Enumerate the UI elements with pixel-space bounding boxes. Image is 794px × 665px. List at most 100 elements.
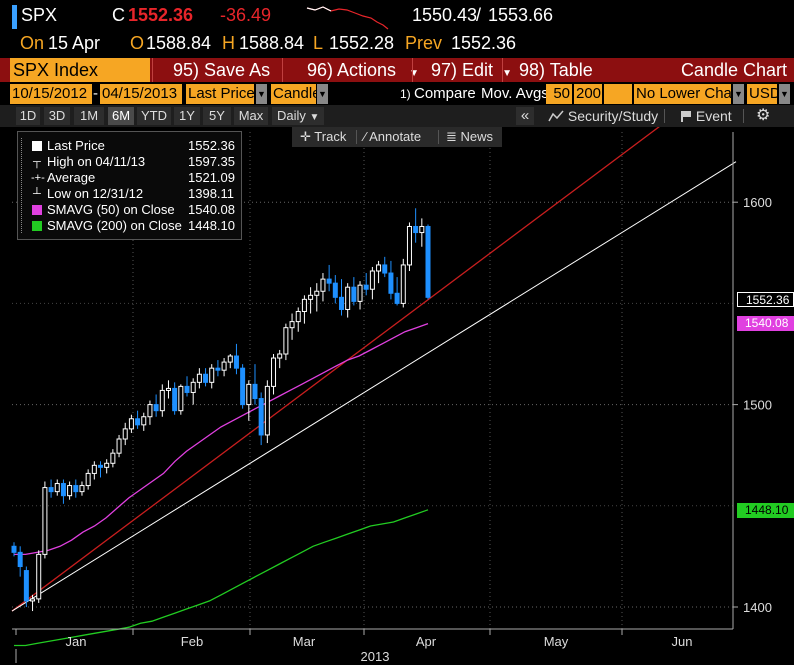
candle [357, 281, 363, 310]
candle [221, 358, 227, 377]
low-label: L [313, 33, 324, 53]
actions-num: 96) [307, 60, 334, 80]
save-as-button[interactable]: 95) Save As [152, 58, 280, 82]
currency-dropdown-icon[interactable]: ▼ [779, 84, 790, 104]
period-1d[interactable]: 1D [16, 107, 40, 125]
chart-type-select[interactable]: Candle [271, 84, 316, 104]
ma1-field[interactable]: 50 [546, 84, 572, 104]
high-label: H [222, 33, 235, 53]
candle [283, 323, 289, 361]
y-tick-label: 1500 [743, 398, 772, 413]
candle [122, 422, 128, 446]
event-button[interactable]: Event [680, 107, 732, 125]
event-label: Event [695, 108, 732, 124]
x-tick-label: Mar [293, 634, 316, 649]
chart-grid [12, 132, 733, 629]
chart-legend[interactable]: Last Price 1552.36 ┬ High on 04/11/13 15… [17, 131, 242, 240]
lower-chart-select[interactable]: No Lower Char [634, 84, 731, 104]
candle [240, 364, 246, 409]
candle [301, 295, 307, 324]
mov-avgs-label[interactable]: Mov. Avgs [481, 85, 549, 102]
chart-tools-bar: ✛ Track ⁄ Annotate ≣ News [292, 127, 502, 147]
candle [79, 481, 85, 496]
candle [42, 481, 48, 559]
candle [369, 266, 375, 300]
white-trend-line [11, 161, 737, 612]
on-label: On [20, 33, 45, 53]
candle [153, 394, 159, 417]
candle [190, 378, 196, 405]
candle [73, 479, 79, 498]
study-icon [548, 110, 564, 122]
candle [11, 542, 17, 557]
candle [215, 360, 221, 377]
gear-icon[interactable]: ⚙ [756, 107, 771, 124]
security-study-button[interactable]: Security/Study [548, 107, 658, 125]
candle [332, 275, 338, 304]
period-3d[interactable]: 3D [44, 107, 70, 125]
save-as-num: 95) [173, 60, 200, 80]
price-chart[interactable]: 1400 1500 1600 Jan Feb Mar Apr May Jun 2013 [0, 127, 794, 665]
candlesticks [11, 208, 431, 612]
candle [91, 461, 97, 480]
frequency-label: Daily [277, 108, 306, 123]
period-6m[interactable]: 6M [108, 107, 134, 125]
candle [60, 479, 66, 504]
prev-label: Prev [405, 33, 443, 53]
period-1m[interactable]: 1M [74, 107, 104, 125]
toolbar-divider-2 [743, 109, 744, 123]
annotate-button[interactable]: ⁄ Annotate [364, 127, 421, 147]
end-date-field[interactable]: 04/15/2013 [100, 84, 182, 104]
pencil-icon: ⁄ [364, 129, 367, 144]
field-dropdown-icon[interactable]: ▼ [256, 84, 267, 104]
y-tick-label: 1400 [743, 600, 772, 615]
chart-type-dropdown-icon[interactable]: ▼ [317, 84, 328, 104]
prev-price: 1552.36 [451, 33, 517, 53]
ma2-field[interactable]: 200 [574, 84, 602, 104]
frequency-select[interactable]: Daily ▼ [272, 107, 324, 125]
close-label: C [112, 5, 125, 25]
candle [258, 392, 264, 446]
actions-menu[interactable]: 96) Actions ▼ [282, 58, 419, 82]
lower-chart-dropdown-icon[interactable]: ▼ [733, 84, 744, 104]
candle [227, 354, 233, 369]
candle [233, 343, 239, 375]
legend-average-value: 1521.09 [188, 170, 235, 185]
toolbar-divider [664, 109, 665, 123]
period-5y[interactable]: 5Y [203, 107, 231, 125]
security-field[interactable]: SPX Index [10, 58, 150, 82]
x-tick-label: May [544, 634, 569, 649]
edit-label: Edit [462, 60, 494, 80]
legend-sma200-value: 1448.10 [188, 218, 235, 233]
period-1y[interactable]: 1Y [174, 107, 200, 125]
start-date-field[interactable]: 10/15/2012 [10, 84, 92, 104]
news-icon: ≣ [446, 129, 457, 144]
sma200-swatch [32, 221, 42, 231]
candle [382, 256, 388, 278]
compare-button[interactable]: Compare [414, 85, 476, 102]
bid-price: 1550.43 [412, 5, 478, 25]
legend-sma50-value: 1540.08 [188, 202, 235, 217]
currency-select[interactable]: USD [747, 84, 777, 104]
candle [264, 380, 270, 444]
ma3-field[interactable] [604, 84, 632, 104]
edit-menu[interactable]: 97) Edit ▼ [412, 58, 512, 82]
legend-low-label: Low on 12/31/12 [47, 186, 144, 201]
low-price: 1552.28 [329, 33, 395, 53]
track-button[interactable]: ✛ Track [300, 127, 346, 147]
candle [314, 283, 320, 312]
period-ytd[interactable]: YTD [137, 107, 171, 125]
candle [425, 224, 431, 300]
edit-caret-icon: ▼ [502, 68, 512, 79]
period-max[interactable]: Max [234, 107, 268, 125]
sparkline-icon [306, 6, 389, 30]
field-select[interactable]: Last Price [186, 84, 254, 104]
date-dash: - [93, 85, 98, 102]
quote-ticker: SPX [21, 5, 58, 25]
news-button[interactable]: ≣ News [446, 127, 493, 147]
candle [413, 208, 419, 243]
collapse-button[interactable]: « [516, 107, 534, 125]
low-marker-icon: ┴ [33, 188, 41, 200]
table-button[interactable]: 98) Table [502, 58, 612, 82]
view-title: Candle Chart [680, 60, 787, 80]
